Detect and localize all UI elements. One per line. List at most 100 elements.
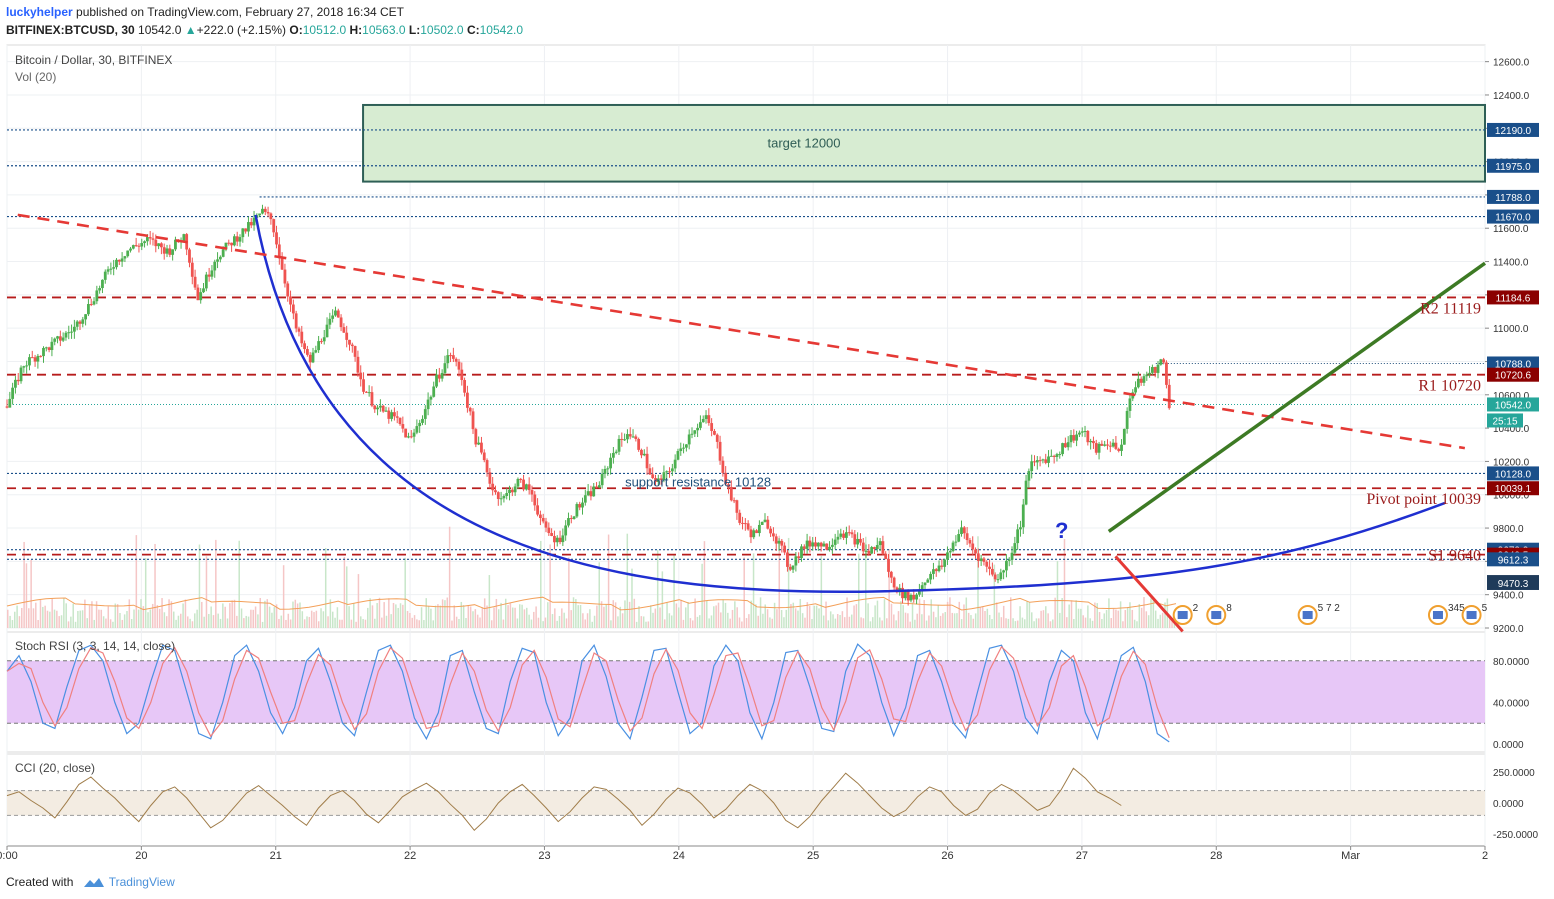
volume-bar [490, 620, 493, 628]
main-pane-title: Bitcoin / Dollar, 30, BITFINEX [15, 53, 172, 67]
volume-bar [42, 606, 44, 628]
volume-bar [476, 614, 479, 628]
volume-bar [194, 613, 196, 628]
volume-bar [308, 616, 311, 628]
volume-bar [217, 613, 219, 628]
candle-body [1061, 443, 1064, 455]
candle-body [22, 366, 26, 368]
candle-body [381, 405, 385, 412]
tradingview-link[interactable]: TradingView [108, 875, 175, 889]
x-tick-label: 2 [1482, 850, 1488, 862]
candle-body [982, 558, 986, 562]
candle-body [210, 270, 214, 277]
volume-bar [916, 613, 918, 628]
candle-body [145, 237, 149, 242]
x-tick-label: 23 [538, 850, 550, 862]
candle-body [269, 213, 273, 220]
volume-bar [1035, 618, 1038, 628]
candle-body [488, 472, 492, 484]
volume-bar [886, 618, 888, 628]
target-zone[interactable] [362, 103, 1487, 183]
volume-bar [879, 617, 881, 628]
volume-bar [1145, 611, 1148, 628]
volume-bar [1171, 617, 1173, 628]
candle-body [1165, 362, 1168, 385]
volume-bar [921, 614, 923, 628]
candle-body [581, 502, 584, 508]
volume-bar [184, 599, 187, 628]
price-label-tag [1487, 575, 1539, 590]
volume-bar [324, 547, 327, 628]
volume-bar [1089, 618, 1091, 628]
candle-body [418, 422, 422, 427]
volume-bar [493, 607, 495, 628]
volume-bar [1164, 602, 1166, 628]
volume-bar [109, 619, 112, 628]
question-mark-label: ? [1055, 518, 1068, 543]
volume-bar [780, 610, 783, 628]
candle-body [44, 347, 48, 349]
candle-body [378, 405, 382, 408]
volume-bar [939, 615, 942, 628]
volume-bar [233, 599, 236, 628]
event-flag-icon [1432, 611, 1443, 619]
volume-bar [259, 597, 261, 628]
volume-bar [315, 610, 318, 628]
candle-body [305, 349, 309, 355]
volume-bar [785, 609, 788, 628]
trendline-sell-arrow[interactable] [1114, 555, 1184, 633]
candle-body [729, 486, 733, 501]
volume-bar [640, 616, 643, 628]
candle-body [797, 556, 801, 559]
volume-bar [628, 601, 631, 628]
candle-body [648, 468, 652, 475]
candle-body [665, 471, 669, 473]
volume-bar [558, 615, 561, 628]
candle-body [802, 546, 806, 549]
volume-bar [409, 612, 411, 628]
volume-bar [86, 618, 88, 628]
volume-bar [282, 565, 285, 628]
volume-bar [336, 607, 339, 628]
volume-bar [486, 605, 488, 628]
volume-bar [689, 618, 692, 628]
author-link[interactable]: luckyhelper [6, 5, 73, 19]
volume-bar [399, 603, 402, 628]
volume-bar [932, 611, 935, 628]
volume-bar [626, 533, 629, 628]
candle-body [272, 219, 276, 233]
stoch-rsi-tick-label: 40.0000 [1493, 698, 1530, 709]
volume-bar [402, 604, 404, 628]
volume-bar [411, 617, 413, 628]
candle-body [870, 547, 874, 554]
volume-bar [542, 621, 544, 628]
candle-body [533, 494, 537, 506]
volume-bar [474, 609, 477, 628]
trendline-downtrend[interactable] [17, 213, 1466, 450]
candle-body [426, 399, 430, 410]
volume-bar [771, 618, 774, 628]
volume-bar [453, 605, 456, 628]
candle-body [1063, 443, 1067, 448]
volume-bar [801, 613, 804, 628]
volume-bar [794, 608, 797, 628]
volume-bar [406, 610, 409, 628]
volume-bar [668, 613, 671, 628]
candle-body [527, 484, 531, 491]
volume-bar [287, 613, 290, 628]
volume-bar [1026, 600, 1028, 628]
chart-area[interactable]: 0:00202122232425262728Mar29200.09400.096… [0, 40, 1554, 875]
candle-body [1083, 430, 1087, 432]
trendline-uptrend[interactable] [1107, 261, 1487, 533]
volume-bar [44, 605, 46, 628]
event-flag-icon [1211, 611, 1222, 619]
candle-body [471, 411, 475, 430]
volume-bar [268, 606, 271, 628]
price-label-text: 11184.6 [1496, 293, 1531, 304]
cup-curve[interactable] [254, 214, 1446, 593]
candle-body [1136, 378, 1140, 388]
price-label-text: 9612.3 [1498, 555, 1529, 566]
candle-body [275, 232, 278, 245]
candle-body [1089, 440, 1093, 443]
candle-body [567, 518, 570, 526]
